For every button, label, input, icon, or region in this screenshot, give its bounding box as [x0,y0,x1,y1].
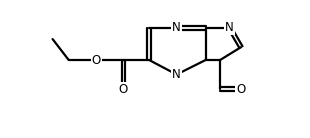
Text: O: O [91,54,101,67]
Text: N: N [225,21,234,34]
Text: N: N [172,21,181,34]
Text: N: N [172,68,181,81]
Text: O: O [119,83,128,95]
Text: O: O [236,83,246,95]
